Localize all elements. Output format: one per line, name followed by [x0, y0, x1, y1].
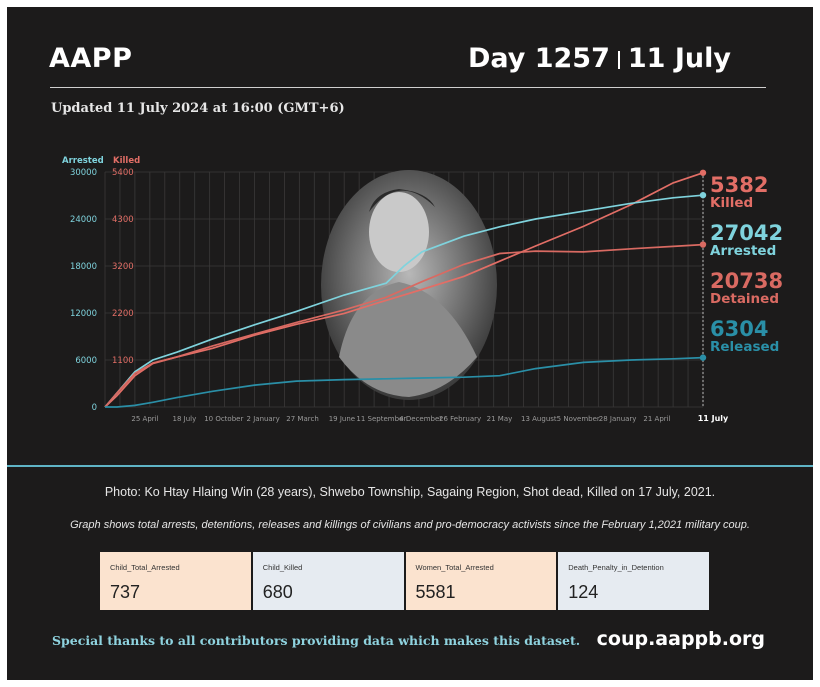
x-tick-label: 13 August — [521, 415, 557, 423]
end-label-detained: Detained — [710, 291, 779, 307]
stat-value: 5581 — [415, 582, 456, 602]
portrait-shoulders — [339, 282, 477, 397]
stat-value: 737 — [110, 582, 141, 602]
day-number: Day 1257 — [467, 43, 610, 74]
site-url[interactable]: coup.aappb.org — [596, 628, 765, 650]
x-tick-label: 28 January — [599, 415, 637, 423]
end-label-killed: Killed — [710, 195, 753, 211]
y-tick-arrested: 12000 — [70, 309, 97, 319]
stat-label: Child_Killed — [262, 563, 303, 572]
end-label-released: Released — [710, 339, 779, 355]
y-tick-killed: 3200 — [112, 262, 134, 272]
stat-label: Death_Penalty_in_Detention — [568, 563, 664, 572]
portrait-hair — [369, 189, 435, 212]
series-end-point-arrested — [699, 191, 707, 199]
series-end-point-released — [699, 354, 707, 361]
series-line-detained — [104, 243, 704, 408]
stat-card-women-arrested: Women_Total_Arrested 5581 — [405, 552, 557, 610]
portrait-face — [369, 192, 429, 272]
series-end-point-killed — [699, 169, 707, 176]
end-value-released: 6304 — [710, 317, 768, 341]
x-tick-label: 11 July — [698, 414, 729, 423]
y-tick-killed: 1100 — [112, 356, 134, 366]
header-divider — [50, 87, 766, 88]
updated-timestamp: Updated 11 July 2024 at 16:00 (GMT+6) — [51, 101, 345, 116]
x-tick-label: 10 October — [204, 415, 243, 423]
y-tick-arrested: 18000 — [70, 262, 97, 272]
day-date: 11 July — [627, 43, 731, 74]
y-tick-killed: 2200 — [112, 309, 134, 319]
series-line-arrested — [104, 194, 704, 408]
y-tick-killed: 5400 — [112, 168, 134, 178]
day-counter: Day 1257 11 July — [468, 43, 731, 74]
infographic-panel: AAPP Day 1257 11 July Updated 11 July 202… — [7, 7, 813, 680]
x-tick-label: 11 September — [356, 415, 406, 423]
x-tick-label: 4 December — [399, 415, 442, 423]
end-value-killed: 5382 — [710, 173, 768, 197]
y-tick-arrested: 24000 — [70, 215, 97, 225]
cumulative-chart: 0 6000 12000 18000 24000 30000 1100 2200 3200 430… — [62, 156, 783, 423]
separator-bar — [617, 50, 620, 69]
stat-card-death-penalty: Death_Penalty_in_Detention 124 — [558, 552, 709, 610]
x-tick-label: 18 July — [173, 415, 197, 423]
stat-value: 124 — [568, 582, 599, 602]
stat-label: Child_Total_Arrested — [110, 563, 180, 572]
y-tick-killed: 4300 — [112, 215, 134, 225]
end-value-arrested: 27042 — [710, 221, 783, 245]
series-end-point-detained — [699, 241, 707, 248]
photo-caption: Photo: Ko Htay Hlaing Win (28 years), Sh… — [104, 485, 716, 499]
graph-note: Graph shows total arrests, detentions, r… — [70, 519, 750, 531]
x-tick-label: 25 April — [131, 415, 158, 423]
stat-value: 680 — [262, 582, 293, 602]
axis-title-arrested: Arrested — [62, 156, 104, 166]
x-tick-label: 21 April — [643, 415, 670, 423]
thanks-note: Special thanks to all contributors provi… — [52, 633, 581, 648]
y-tick-arrested: 0 — [92, 403, 97, 413]
stat-card-child-killed: Child_Killed 680 — [252, 552, 404, 610]
x-tick-label: 19 June — [329, 415, 355, 423]
x-tick-label: 5 November — [557, 415, 600, 423]
stats-row: Child_Total_Arrested 737 Child_Killed 680 … — [100, 552, 709, 610]
series-line-released — [105, 356, 704, 408]
end-value-detained: 20738 — [710, 269, 783, 293]
stat-card-child-arrested: Child_Total_Arrested 737 — [100, 552, 251, 610]
y-tick-arrested: 6000 — [75, 356, 97, 366]
axis-title-killed: Killed — [113, 156, 140, 166]
section-divider — [7, 465, 813, 467]
x-tick-label: 2 January — [247, 415, 280, 423]
brand-title: AAPP — [49, 43, 133, 74]
x-tick-label: 26 February — [439, 415, 481, 423]
stat-label: Women_Total_Arrested — [415, 563, 494, 572]
x-tick-label: 27 March — [286, 415, 318, 423]
x-tick-label: 21 May — [487, 415, 513, 423]
y-tick-arrested: 30000 — [70, 168, 97, 178]
end-label-arrested: Arrested — [710, 243, 776, 259]
